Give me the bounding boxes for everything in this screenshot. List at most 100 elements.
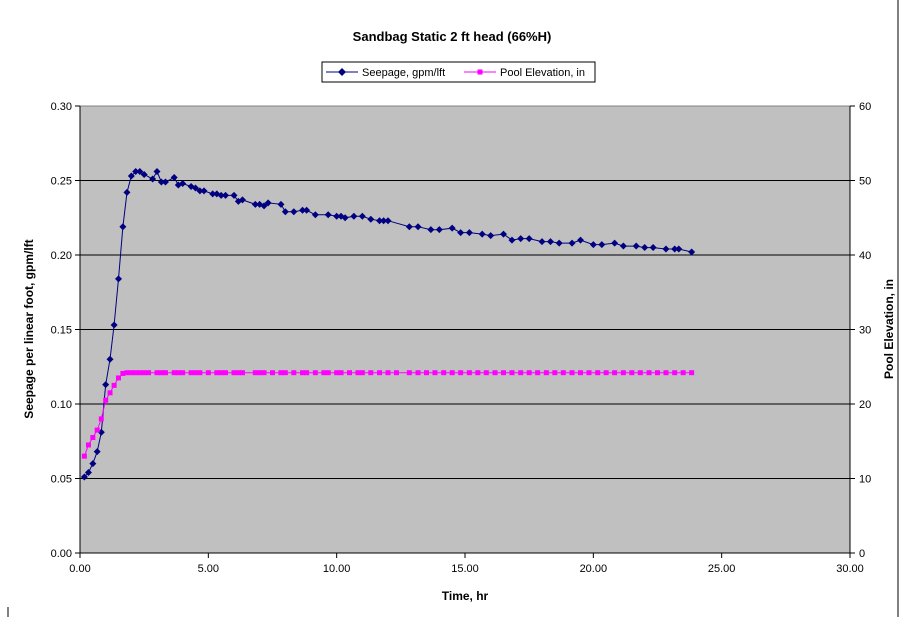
y2-tick-label: 50	[859, 176, 871, 188]
pool-elevation-point	[124, 370, 129, 375]
pool-elevation-point	[189, 370, 194, 375]
x-tick-label: 0.00	[69, 563, 90, 575]
pool-elevation-point	[518, 370, 523, 375]
pool-elevation-point	[570, 370, 575, 375]
pool-elevation-point	[197, 370, 202, 375]
pool-elevation-point	[232, 370, 237, 375]
y-tick-label: 0.05	[51, 474, 72, 486]
pool-elevation-point	[493, 370, 498, 375]
pool-elevation-point	[595, 370, 600, 375]
chart-title: Sandbag Static 2 ft head (66%H)	[353, 29, 552, 44]
pool-elevation-point	[108, 390, 113, 395]
pool-elevation-point	[672, 370, 677, 375]
pool-elevation-point	[116, 375, 121, 380]
x-tick-label: 25.00	[708, 563, 736, 575]
pool-elevation-point	[99, 416, 104, 421]
pool-elevation-point	[240, 370, 245, 375]
pool-elevation-point	[257, 370, 262, 375]
y-tick-label: 0.00	[51, 548, 72, 560]
pool-elevation-point	[262, 370, 267, 375]
y2-tick-label: 30	[859, 325, 871, 337]
pool-elevation-point	[424, 370, 429, 375]
pool-elevation-point	[155, 370, 160, 375]
y-axis-ticks: 0.000.050.100.150.200.250.30	[51, 101, 80, 560]
pool-elevation-point	[368, 370, 373, 375]
pool-elevation-point	[561, 370, 566, 375]
pool-elevation-point	[638, 370, 643, 375]
y2-axis-ticks: 0 10 20 30 40 50 60	[850, 101, 871, 560]
legend-seepage-label: Seepage, gpm/lft	[362, 67, 445, 79]
pool-elevation-point	[334, 370, 339, 375]
pool-elevation-point	[82, 454, 87, 459]
pool-elevation-point	[304, 370, 309, 375]
pool-elevation-point	[458, 370, 463, 375]
pool-elevation-point	[407, 370, 412, 375]
pool-elevation-point	[278, 370, 283, 375]
pool-elevation-point	[484, 370, 489, 375]
pool-elevation-point	[313, 370, 318, 375]
pool-elevation-point	[604, 370, 609, 375]
pool-elevation-point	[193, 370, 198, 375]
pool-elevation-point	[647, 370, 652, 375]
y2-tick-label: 20	[859, 399, 871, 411]
pool-elevation-point	[509, 370, 514, 375]
pool-elevation-point	[655, 370, 660, 375]
pool-elevation-point	[578, 370, 583, 375]
pool-elevation-point	[137, 370, 142, 375]
pool-elevation-point	[339, 370, 344, 375]
pool-elevation-point	[501, 370, 506, 375]
pool-elevation-point	[214, 370, 219, 375]
pool-elevation-point	[347, 370, 352, 375]
pool-elevation-point	[394, 370, 399, 375]
y2-tick-label: 10	[859, 474, 871, 486]
x-tick-label: 5.00	[198, 563, 219, 575]
pool-elevation-point	[103, 398, 108, 403]
y2-tick-label: 40	[859, 250, 871, 262]
pool-elevation-point	[219, 370, 224, 375]
legend-pool-label: Pool Elevation, in	[500, 67, 585, 79]
pool-elevation-point	[535, 370, 540, 375]
x-axis-ticks: 0.00 5.00 10.00 15.00 20.00 25.00 30.00	[69, 553, 863, 575]
pool-elevation-point	[586, 370, 591, 375]
pool-elevation-point	[689, 370, 694, 375]
y-tick-label: 0.20	[51, 250, 72, 262]
pool-elevation-point	[176, 370, 181, 375]
pool-elevation-point	[112, 383, 117, 388]
pool-elevation-point	[283, 370, 288, 375]
pool-elevation-point	[681, 370, 686, 375]
y-axis-label: Seepage per linear foot, gpm/lft	[22, 239, 36, 418]
pool-elevation-point	[355, 370, 360, 375]
pool-elevation-point	[360, 370, 365, 375]
pool-elevation-point	[475, 370, 480, 375]
pool-elevation-point	[629, 370, 634, 375]
pool-elevation-point	[544, 370, 549, 375]
y-tick-label: 0.10	[51, 399, 72, 411]
pool-elevation-point	[552, 370, 557, 375]
x-axis-label: Time, hr	[442, 589, 489, 603]
pool-elevation-point	[377, 370, 382, 375]
pool-elevation-point	[291, 370, 296, 375]
y-tick-label: 0.30	[51, 101, 72, 113]
x-tick-label: 10.00	[323, 563, 351, 575]
pool-elevation-point	[129, 370, 134, 375]
pool-elevation-point	[90, 435, 95, 440]
pool-elevation-point	[253, 370, 258, 375]
pool-elevation-point	[663, 370, 668, 375]
pool-elevation-point	[441, 370, 446, 375]
pool-elevation-point	[223, 370, 228, 375]
pool-elevation-point	[146, 370, 151, 375]
pool-elevation-point	[527, 370, 532, 375]
pool-elevation-point	[432, 370, 437, 375]
pool-elevation-point	[86, 442, 91, 447]
pool-elevation-point	[206, 370, 211, 375]
pool-elevation-point	[180, 370, 185, 375]
x-tick-label: 30.00	[836, 563, 864, 575]
pool-elevation-point	[326, 370, 331, 375]
x-tick-label: 15.00	[451, 563, 479, 575]
pool-elevation-point	[386, 370, 391, 375]
y2-axis-label: Pool Elevation, in	[882, 279, 896, 379]
pool-elevation-point	[450, 370, 455, 375]
x-tick-label: 20.00	[580, 563, 608, 575]
